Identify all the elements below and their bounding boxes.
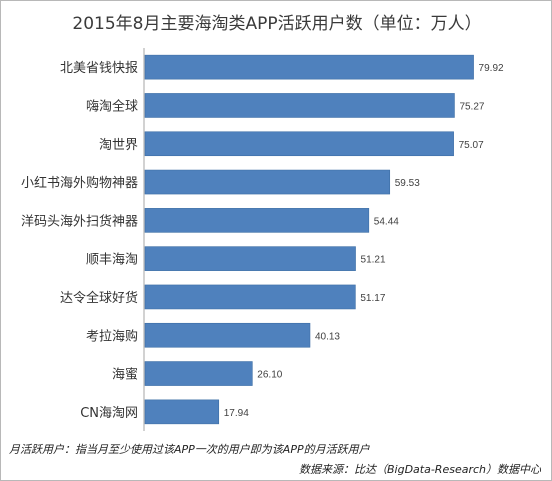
bar [144, 399, 220, 425]
value-label: 51.17 [360, 293, 385, 304]
category-label: 海蜜 [112, 368, 138, 383]
bar-chart: 北美省钱快报 79.92 嗨淘全球 75.27 淘世界 75.07 小红书海外购物神器 59.… [21, 48, 504, 431]
bar [144, 284, 356, 310]
footnote: 月活跃用户：指当月至少使用过该APP一次的用户即为该APP的月活跃用户 [9, 443, 370, 456]
value-label: 54.44 [374, 216, 399, 227]
bar [144, 361, 253, 386]
category-label: 考拉海购 [86, 328, 138, 344]
data-source: 数据来源：比达（BigData-Research）数据中心 [298, 463, 541, 476]
value-label: 59.53 [395, 178, 420, 189]
category-label: 淘世界 [99, 138, 138, 153]
chart-title: 2015年8月主要海淘类APP活跃用户数（单位：万人） [72, 14, 482, 34]
value-label: 26.10 [257, 370, 282, 381]
value-label: 75.07 [459, 140, 484, 151]
bar [144, 208, 370, 233]
bar [144, 131, 454, 157]
category-label: 嗨淘全球 [86, 98, 138, 114]
value-label: 17.94 [224, 408, 249, 419]
bar [144, 246, 356, 271]
value-label: 75.27 [459, 101, 484, 112]
category-label: 洋码头海外扫货神器 [21, 213, 138, 229]
bar [144, 54, 474, 80]
category-label: 小红书海外购物神器 [21, 175, 138, 191]
category-label: CN海淘网 [80, 406, 138, 421]
category-label: 顺丰海淘 [86, 253, 138, 268]
category-label: 北美省钱快报 [60, 61, 138, 76]
bar [144, 169, 391, 195]
bar [144, 322, 311, 348]
category-label: 达令全球好货 [60, 290, 138, 306]
value-label: 51.21 [361, 255, 386, 266]
value-label: 40.13 [315, 331, 340, 342]
value-label: 79.92 [479, 63, 504, 74]
bar [144, 93, 455, 118]
